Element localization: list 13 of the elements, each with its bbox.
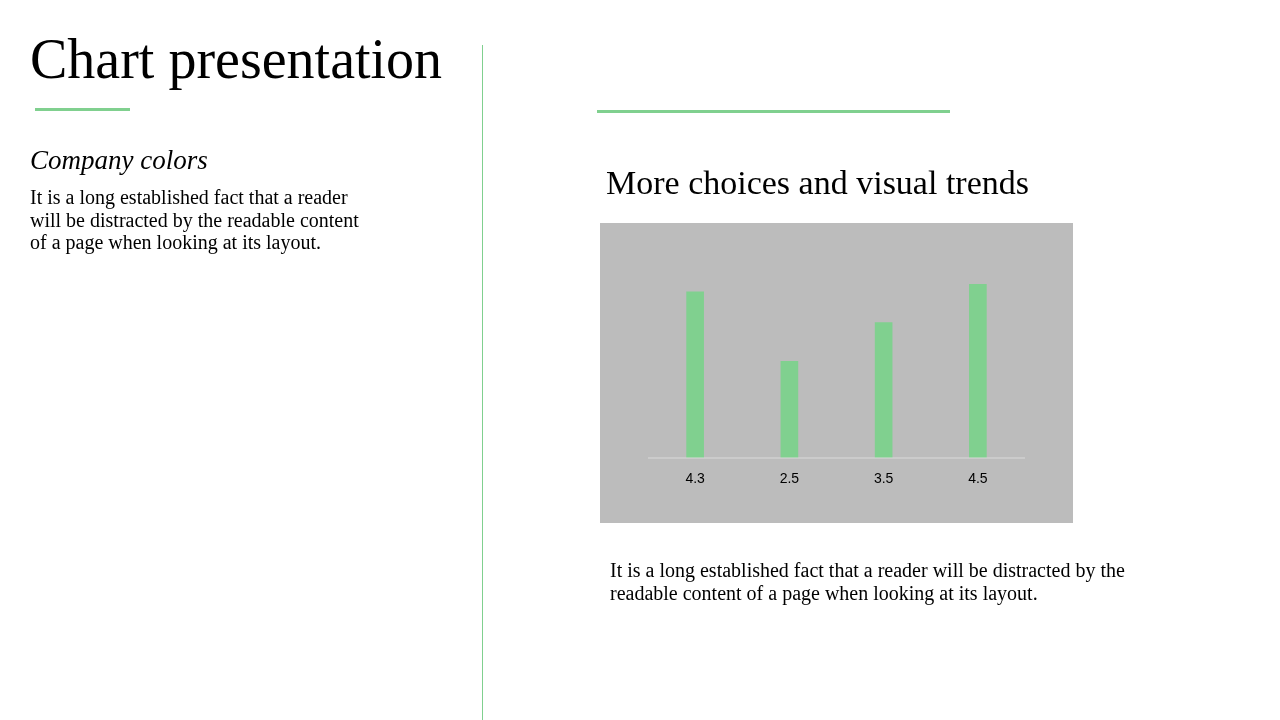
- data-label: 2.5: [779, 469, 800, 486]
- bar: [969, 284, 987, 458]
- text: Company colors: [30, 144, 208, 176]
- text: It is a long established fact that a reader will be distracted by the readable content of a page when looking at its layout.: [30, 186, 360, 254]
- data-label: 3.5: [873, 469, 894, 486]
- data-label: 4.3: [685, 469, 706, 486]
- chart-title: Chart presentation: [30, 27, 443, 91]
- bar: [686, 291, 704, 458]
- data-label: 4.5: [968, 469, 988, 486]
- bar: [780, 361, 799, 458]
- text: It is a long established fact that a reader will be distracted by the readable content of a page when looking at its layout.: [610, 559, 1126, 605]
- text: More choices and visual trends: [606, 163, 1029, 203]
- bar: [874, 322, 893, 458]
